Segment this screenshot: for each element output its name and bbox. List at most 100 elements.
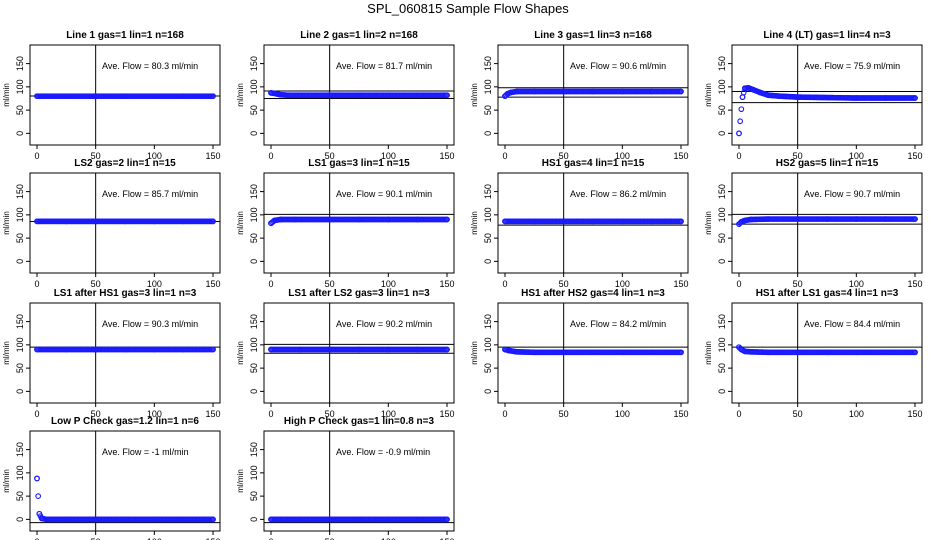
- y-tick-label: 150: [249, 56, 259, 71]
- data-point: [356, 216, 362, 223]
- y-axis-label: ml/min: [704, 211, 713, 235]
- y-tick-label: 50: [717, 363, 727, 373]
- data-point: [180, 93, 187, 100]
- flow-annotation: Ave. Flow = -0.9 ml/min: [336, 447, 430, 457]
- data-point: [757, 89, 763, 96]
- data-point: [531, 88, 538, 95]
- y-tick-label: 150: [483, 56, 493, 71]
- data-point: [444, 516, 450, 523]
- x-tick-label: 0: [34, 151, 39, 161]
- data-point: [444, 216, 450, 223]
- data-point: [560, 88, 567, 95]
- flow-annotation-background: [101, 189, 200, 199]
- data-point: [678, 218, 684, 225]
- flow-annotation-background: [569, 61, 668, 71]
- x-tick-label: 100: [381, 279, 396, 289]
- data-point: [122, 516, 128, 523]
- data-point: [291, 216, 298, 223]
- x-tick-label: 0: [736, 151, 741, 161]
- plot-frame: [263, 172, 455, 274]
- flow-annotation-background: [569, 189, 668, 199]
- data-point: [268, 220, 274, 227]
- y-tick-label: 0: [717, 389, 727, 394]
- data-point: [590, 218, 596, 225]
- flow-annotation: Ave. Flow = 81.7 ml/min: [336, 61, 432, 71]
- y-tick-label: 50: [15, 233, 25, 243]
- y-tick-label: 150: [249, 442, 259, 457]
- flow-annotation-background: [101, 447, 190, 457]
- data-point: [356, 516, 362, 523]
- data-point: [739, 94, 746, 100]
- x-tick-label: 150: [205, 151, 220, 161]
- x-tick-label: 100: [381, 151, 396, 161]
- data-point: [678, 349, 684, 356]
- y-tick-label: 150: [249, 314, 259, 329]
- y-tick-label: 0: [483, 259, 493, 264]
- data-point: [277, 91, 284, 98]
- flow-annotation: Ave. Flow = 90.7 ml/min: [804, 189, 900, 199]
- y-tick-label: 100: [15, 337, 25, 352]
- x-tick-label: 50: [793, 409, 803, 419]
- x-tick-label: 150: [673, 151, 688, 161]
- data-point: [853, 95, 860, 101]
- data-point: [277, 216, 284, 223]
- data-point: [619, 349, 626, 356]
- x-tick-label: 50: [559, 409, 569, 419]
- flow-annotation: Ave. Flow = -1 ml/min: [102, 447, 189, 457]
- data-point: [882, 216, 889, 222]
- data-point: [504, 90, 511, 97]
- x-tick-label: 0: [34, 279, 39, 289]
- y-tick-label: 50: [717, 233, 727, 243]
- panel-title: Line 1 gas=1 lin=1 n=168: [66, 30, 184, 41]
- panel-title: LS2 gas=2 lin=1 n=15: [74, 158, 176, 169]
- plot-frame: [29, 44, 221, 146]
- y-tick-label: 0: [717, 259, 727, 264]
- data-point: [648, 218, 655, 225]
- x-tick-label: 150: [907, 279, 922, 289]
- main-title: SPL_060815 Sample Flow Shapes: [367, 1, 569, 16]
- x-tick-label: 0: [736, 409, 741, 419]
- x-tick-label: 100: [147, 537, 162, 540]
- data-point: [151, 346, 158, 353]
- data-point: [738, 106, 745, 113]
- y-tick-label: 50: [717, 105, 727, 115]
- panel-title: High P Check gas=1 lin=0.8 n=3: [284, 416, 435, 427]
- data-point: [619, 218, 626, 225]
- data-point: [750, 86, 756, 93]
- panel-title: HS1 after HS2 gas=4 lin=1 n=3: [521, 288, 665, 299]
- x-tick-label: 150: [439, 409, 454, 419]
- y-axis-label: ml/min: [2, 341, 11, 365]
- data-point: [648, 349, 655, 356]
- flow-annotation: Ave. Flow = 85.7 ml/min: [102, 189, 198, 199]
- panel-title: HS1 gas=4 lin=1 n=15: [542, 158, 645, 169]
- panel-title: Line 3 gas=1 lin=3 n=168: [534, 30, 652, 41]
- y-tick-label: 100: [15, 465, 25, 480]
- data-point: [210, 218, 216, 225]
- data-point: [737, 118, 744, 125]
- data-point: [151, 516, 158, 523]
- y-tick-label: 0: [249, 259, 259, 264]
- flow-annotation-background: [335, 319, 434, 329]
- data-point: [502, 218, 508, 225]
- flow-annotation: Ave. Flow = 90.2 ml/min: [336, 319, 432, 329]
- y-tick-label: 0: [717, 131, 727, 136]
- data-point: [63, 93, 70, 100]
- plot-frame: [497, 302, 689, 404]
- data-point: [619, 88, 626, 95]
- x-tick-label: 50: [793, 279, 803, 289]
- data-point: [122, 93, 128, 100]
- x-tick-label: 100: [849, 279, 864, 289]
- data-point: [736, 130, 742, 137]
- x-tick-label: 0: [502, 409, 507, 419]
- x-tick-label: 0: [502, 279, 507, 289]
- data-point: [882, 95, 889, 101]
- data-point: [271, 90, 278, 97]
- x-tick-label: 150: [205, 409, 220, 419]
- data-point: [765, 92, 772, 99]
- x-tick-label: 50: [91, 409, 101, 419]
- data-point: [853, 349, 860, 356]
- data-point: [765, 349, 772, 356]
- x-tick-label: 150: [673, 409, 688, 419]
- data-point: [505, 347, 512, 354]
